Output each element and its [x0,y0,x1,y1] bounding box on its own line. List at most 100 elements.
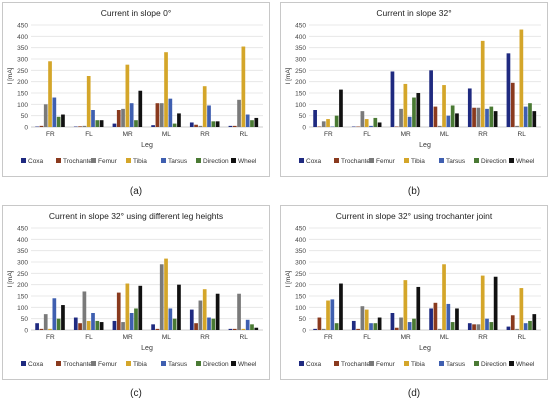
x-tick-label: FR [46,131,55,138]
legend-label: Tibia [411,361,425,368]
bar-coxa-fr [35,323,39,330]
bar-trochanter-rr [194,323,198,330]
y-tick-label: 50 [21,316,29,323]
bar-coxa-fl [351,320,356,330]
legend-label: Femur [376,158,396,165]
bar-coxa-mr [390,71,395,127]
legend-label: Tibia [133,361,147,368]
legend-label: Tarsus [446,361,466,368]
bar-tarsus-fl [369,323,373,330]
bar-direction-mr [134,308,138,330]
bar-coxa-rr [467,323,472,330]
bar-coxa-fl [73,317,78,330]
y-tick-label: 450 [295,23,306,30]
chart-svg-a: 0 50 100 150 200 250 300 350 400 450 I [mA] FR FL MR M… [7,23,263,165]
bar-trochanter-fr [39,125,44,127]
chart-title: Current in slope 32° [376,8,452,18]
bar-tibia-mr [125,283,130,330]
bar-direction-fl [95,120,100,127]
y-axis-label: I [mA] [285,67,292,84]
y-tick-label: 150 [295,91,306,98]
bar-wheel-ml [455,308,459,330]
bar-femur-fl [82,291,87,330]
bar-trochanter-ml [155,328,160,330]
bar-trochanter-fl [78,126,82,127]
bar-wheel-ml [455,113,459,127]
legend-swatch [231,158,236,163]
bar-tarsus-fl [91,313,95,330]
x-tick-label: ML [440,334,449,341]
bar-femur-mr [399,108,403,127]
bar-tibia-mr [403,280,408,330]
legend-swatch [509,361,514,366]
bar-wheel-mr [138,285,143,330]
y-tick-label: 450 [17,23,28,30]
bar-coxa-rl [506,53,511,128]
bar-tibia-fl [364,119,369,127]
legend-swatch [196,361,201,366]
bar-tibia-ml [442,264,446,330]
bar-femur-rr [476,324,481,330]
legend-swatch [439,158,444,163]
panel-b: Current in slope 32° 0 50 100 150 200 250 300 3… [280,2,548,177]
legend-label: Wheel [516,361,535,368]
bar-tarsus-fl [91,110,95,127]
bar-wheel-ml [177,284,181,330]
y-tick-label: 400 [295,34,306,41]
bar-tibia-fl [364,309,369,330]
x-tick-label: FR [46,334,55,341]
legend-label: Tibia [133,158,147,165]
y-tick-label: 450 [295,226,306,233]
bar-tarsus-ml [168,98,173,127]
bar-coxa-rr [467,88,472,127]
panel-c: Current in slope 32° using different leg… [2,205,270,380]
y-tick-label: 350 [17,248,28,255]
bar-coxa-rl [506,326,511,330]
x-axis-label: Leg [141,345,153,352]
y-tick-label: 0 [24,328,28,335]
legend-label: Direction [481,158,507,165]
legend-label: Wheel [516,158,535,165]
legend-swatch [21,158,26,163]
bar-femur-mr [121,322,125,330]
bar-coxa-ml [151,125,155,127]
bar-femur-ml [437,328,442,330]
bar-coxa-fr [313,110,317,127]
x-axis-label: Leg [419,345,431,352]
bar-coxa-ml [429,70,433,127]
chart-title: Current in slope 32° using trochanter jo… [335,211,493,221]
bar-tibia-rl [519,29,524,127]
chart-svg-c: 0 50 100 150 200 250 300 350 400 450 I [mA] FR FL MR M… [7,226,263,368]
legend-label: Tarsus [168,158,188,165]
bar-trochanter-fl [356,328,360,330]
x-axis-label: Leg [419,142,431,149]
legend-swatch [91,361,96,366]
bar-trochanter-fr [317,317,322,330]
bar-femur-rl [237,293,241,330]
y-axis-label: I [mA] [7,270,14,287]
panel-caption-c: (c) [130,388,142,399]
legend-label: Wheel [238,361,257,368]
y-tick-label: 200 [295,79,306,86]
y-tick-label: 450 [17,226,28,233]
bar-trochanter-mr [116,292,121,330]
y-tick-label: 200 [17,79,28,86]
bar-femur-fr [43,104,48,127]
bar-wheel-fr [61,114,65,127]
bar-tarsus-rr [485,108,489,127]
bar-direction-fr [56,318,61,330]
legend-label: Coxa [306,158,322,165]
legend-swatch [509,158,514,163]
bar-direction-fl [95,320,100,330]
legend-swatch [334,158,339,163]
bar-femur-fl [360,306,365,330]
x-tick-label: RL [240,131,249,138]
bar-coxa-mr [390,313,395,330]
bar-tarsus-ml [446,115,451,127]
legend-swatch [299,158,304,163]
legend-swatch [299,361,304,366]
legend-label: Coxa [306,361,322,368]
legend-swatch [404,361,409,366]
legend-label: Tarsus [168,361,188,368]
